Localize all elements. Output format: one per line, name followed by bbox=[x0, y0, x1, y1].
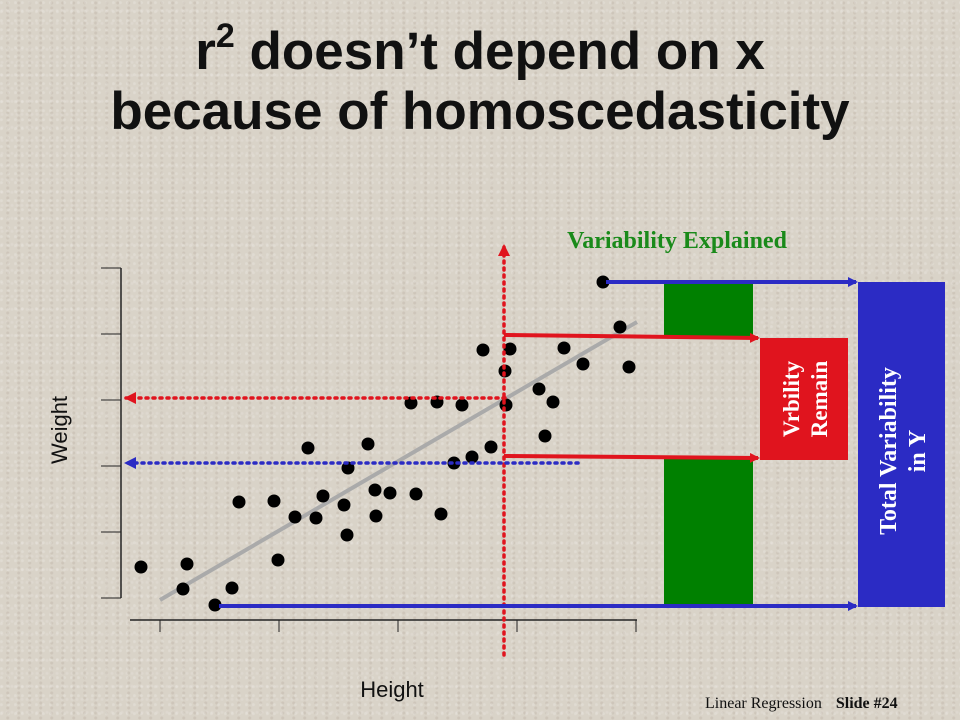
data-point bbox=[176, 582, 190, 596]
slide-footer: Linear Regression Slide #24 bbox=[705, 695, 955, 713]
data-point bbox=[267, 494, 281, 508]
x-axis-label: Height bbox=[360, 677, 424, 702]
data-point bbox=[383, 486, 397, 500]
data-point bbox=[361, 437, 375, 451]
remaining-variability-box bbox=[760, 338, 848, 460]
data-point bbox=[316, 489, 330, 503]
y-axis-label: Weight bbox=[47, 396, 72, 464]
data-point bbox=[404, 396, 418, 410]
variability-explained-label: Variability Explained bbox=[567, 228, 787, 254]
data-point bbox=[337, 498, 351, 512]
data-point bbox=[341, 461, 355, 475]
data-point bbox=[232, 495, 246, 509]
footer-course: Linear Regression bbox=[705, 695, 822, 712]
scatter-points bbox=[134, 275, 636, 612]
remain-label-line1: Vrbility bbox=[779, 360, 804, 437]
title-line1-rest: doesn’t depend on x bbox=[234, 22, 765, 81]
footer-slide-number: Slide #24 bbox=[835, 695, 898, 712]
data-point bbox=[596, 275, 610, 289]
data-point bbox=[180, 557, 194, 571]
data-point bbox=[484, 440, 498, 454]
data-point bbox=[409, 487, 423, 501]
data-point bbox=[301, 441, 315, 455]
total-label-line2: in Y bbox=[905, 430, 931, 472]
data-point bbox=[503, 342, 517, 356]
title-r: r bbox=[195, 22, 216, 81]
total-label-line1: Total Variability bbox=[876, 367, 902, 535]
data-point bbox=[465, 450, 479, 464]
data-point bbox=[546, 395, 560, 409]
regression-line bbox=[158, 320, 639, 602]
data-point bbox=[368, 483, 382, 497]
data-point bbox=[225, 581, 239, 595]
data-point bbox=[288, 510, 302, 524]
data-point bbox=[271, 553, 285, 567]
data-point bbox=[340, 528, 354, 542]
data-point bbox=[613, 320, 627, 334]
data-point bbox=[499, 398, 513, 412]
title-line-2: because of homoscedasticity bbox=[110, 82, 850, 141]
explained-bar-bottom bbox=[664, 457, 753, 607]
data-point bbox=[538, 429, 552, 443]
data-point bbox=[309, 511, 323, 525]
data-point bbox=[369, 509, 383, 523]
data-point bbox=[447, 456, 461, 470]
y-axis bbox=[101, 267, 122, 599]
data-point bbox=[434, 507, 448, 521]
remain-label-group: Vrbility Remain bbox=[779, 360, 832, 437]
total-label-group: Total Variability in Y bbox=[876, 367, 931, 535]
remain-label-line2: Remain bbox=[807, 360, 832, 437]
total-variability-box bbox=[858, 282, 945, 607]
residual-arrow-top bbox=[503, 332, 760, 343]
data-point bbox=[476, 343, 490, 357]
explained-bar-top bbox=[664, 282, 753, 338]
residual-arrow-bottom bbox=[503, 452, 760, 463]
data-point bbox=[134, 560, 148, 574]
data-point bbox=[532, 382, 546, 396]
data-point bbox=[455, 398, 469, 412]
data-point bbox=[576, 357, 590, 371]
data-point bbox=[557, 341, 571, 355]
title-exponent: 2 bbox=[215, 17, 235, 55]
x-axis bbox=[130, 619, 637, 632]
slide-title: r2 doesn’t depend on x because of homosc… bbox=[0, 19, 960, 142]
data-point bbox=[208, 598, 222, 612]
data-point bbox=[498, 364, 512, 378]
title-line-1: r2 doesn’t depend on x bbox=[0, 19, 960, 82]
data-point bbox=[622, 360, 636, 374]
